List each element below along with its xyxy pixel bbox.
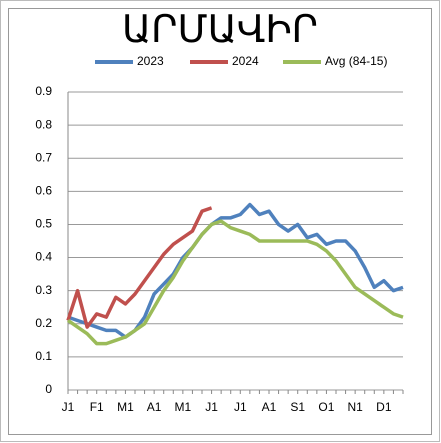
x-tick-label: M1 bbox=[117, 400, 134, 414]
chart-title: ԱՐՄԱՎԻՐ bbox=[122, 9, 318, 51]
x-tick-label: J1 bbox=[205, 400, 218, 414]
x-tick-label: F1 bbox=[90, 400, 104, 414]
x-tick-label: D1 bbox=[376, 400, 392, 414]
y-tick-label: 0.5 bbox=[35, 217, 52, 231]
x-tick-label: J1 bbox=[234, 400, 247, 414]
y-tick-label: 0 bbox=[45, 382, 52, 396]
y-tick-label: 0.4 bbox=[35, 250, 52, 264]
x-tick-label: A1 bbox=[262, 400, 277, 414]
y-tick-label: 0.1 bbox=[35, 349, 52, 363]
x-tick-label: A1 bbox=[147, 400, 162, 414]
y-tick-label: 0.8 bbox=[35, 117, 52, 131]
y-tick-label: 0.2 bbox=[35, 316, 52, 330]
plot-frame bbox=[8, 8, 432, 435]
series-line bbox=[67, 219, 404, 346]
x-tick-label: N1 bbox=[347, 400, 363, 414]
legend-label: Avg (84-15) bbox=[325, 54, 387, 68]
x-tick-label: O1 bbox=[318, 400, 334, 414]
y-tick-label: 0.7 bbox=[35, 150, 52, 164]
series-line bbox=[66, 206, 213, 329]
x-tick-label: S1 bbox=[290, 400, 305, 414]
legend-label: 2024 bbox=[232, 54, 259, 68]
y-tick-label: 0.6 bbox=[35, 184, 52, 198]
y-tick-label: 0.3 bbox=[35, 283, 52, 297]
y-tick-label: 0.9 bbox=[35, 84, 52, 98]
x-tick-label: M1 bbox=[175, 400, 192, 414]
legend-label: 2023 bbox=[137, 54, 164, 68]
x-tick-label: J1 bbox=[62, 400, 75, 414]
